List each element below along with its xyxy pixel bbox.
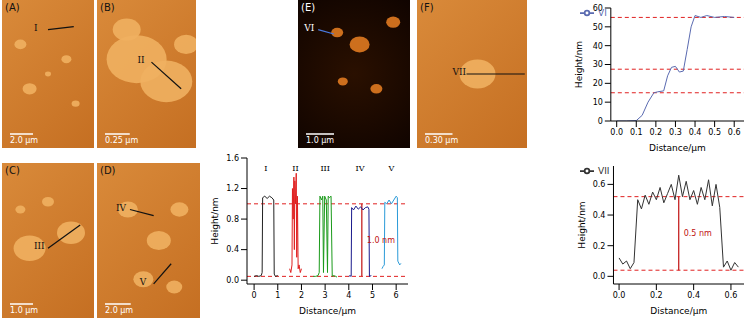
svg-text:0.6: 0.6 bbox=[725, 291, 738, 300]
svg-text:0.4: 0.4 bbox=[593, 211, 606, 220]
svg-text:1: 1 bbox=[275, 291, 280, 300]
svg-text:Distance/μm: Distance/μm bbox=[650, 306, 707, 316]
svg-text:0.5: 0.5 bbox=[708, 128, 721, 137]
svg-text:0.8: 0.8 bbox=[226, 215, 239, 224]
svg-text:50: 50 bbox=[593, 23, 603, 32]
svg-text:30: 30 bbox=[593, 60, 603, 69]
svg-text:20: 20 bbox=[593, 79, 603, 88]
svg-text:0.6: 0.6 bbox=[593, 180, 606, 189]
svg-text:4: 4 bbox=[346, 291, 351, 300]
svg-text:V: V bbox=[388, 164, 395, 173]
svg-text:0.4: 0.4 bbox=[689, 128, 702, 137]
svg-text:0.2: 0.2 bbox=[650, 291, 663, 300]
svg-text:0.3: 0.3 bbox=[669, 128, 682, 137]
svg-text:Height/nm: Height/nm bbox=[574, 41, 584, 88]
svg-text:1.6: 1.6 bbox=[226, 154, 239, 163]
svg-text:IV: IV bbox=[356, 164, 365, 173]
svg-text:0.0: 0.0 bbox=[613, 291, 626, 300]
svg-text:2: 2 bbox=[299, 291, 304, 300]
svg-text:0.0: 0.0 bbox=[610, 128, 623, 137]
svg-text:5: 5 bbox=[370, 291, 375, 300]
svg-text:I: I bbox=[264, 164, 267, 173]
svg-text:0.0: 0.0 bbox=[226, 276, 239, 285]
svg-text:60: 60 bbox=[593, 4, 603, 13]
svg-text:0.2: 0.2 bbox=[649, 128, 662, 137]
svg-text:0.0: 0.0 bbox=[593, 272, 606, 281]
svg-text:6: 6 bbox=[394, 291, 399, 300]
svg-text:Distance/μm: Distance/μm bbox=[299, 306, 356, 316]
svg-text:Distance/μm: Distance/μm bbox=[649, 143, 706, 153]
svg-text:0.4: 0.4 bbox=[687, 291, 700, 300]
svg-text:0.5 nm: 0.5 nm bbox=[684, 229, 712, 238]
svg-text:0.2: 0.2 bbox=[593, 242, 606, 251]
svg-text:0.6: 0.6 bbox=[728, 128, 741, 137]
svg-text:1.2: 1.2 bbox=[226, 184, 239, 193]
svg-text:10: 10 bbox=[593, 98, 603, 107]
svg-text:0.1: 0.1 bbox=[630, 128, 643, 137]
svg-text:40: 40 bbox=[593, 42, 603, 51]
svg-text:1.0 nm: 1.0 nm bbox=[367, 236, 395, 245]
svg-text:Height/nm: Height/nm bbox=[577, 201, 587, 248]
svg-text:II: II bbox=[292, 164, 298, 173]
svg-text:Height/nm: Height/nm bbox=[210, 197, 220, 244]
svg-text:3: 3 bbox=[323, 291, 328, 300]
svg-text:0: 0 bbox=[598, 117, 603, 126]
svg-text:0: 0 bbox=[252, 291, 257, 300]
svg-text:0.4: 0.4 bbox=[226, 245, 239, 254]
svg-text:III: III bbox=[320, 164, 329, 173]
